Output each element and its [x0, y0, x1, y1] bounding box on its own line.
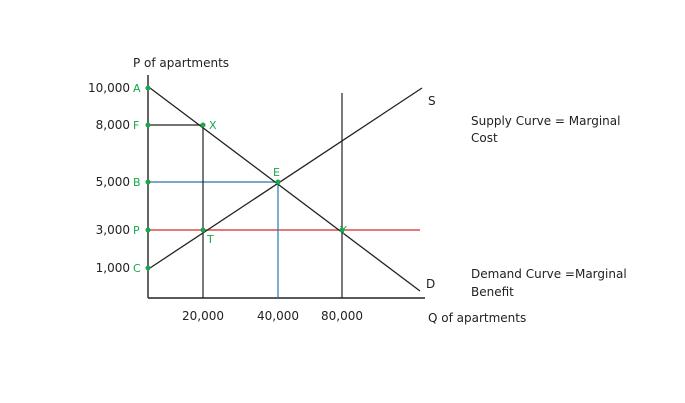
- x-tick-label-2: 80,000: [321, 309, 363, 323]
- y-tick-label-4: 1,000: [96, 261, 130, 275]
- axis-point-label-B: B: [133, 176, 141, 189]
- point-label-E: E: [273, 166, 280, 179]
- supply-annotation-line1: Supply Curve = Marginal: [471, 114, 620, 128]
- point-E: [275, 179, 281, 185]
- chart-marks: S D 10,000 A 8,000 F 5,000 B 3,000 P 1,000 C 20,000 4…: [88, 81, 436, 323]
- demand-annotation-line1: Demand Curve =Marginal: [471, 267, 627, 281]
- axis-point-A: [145, 85, 151, 91]
- axis-point-label-A: A: [133, 82, 141, 95]
- x-tick-label-0: 20,000: [182, 309, 224, 323]
- y-tick-label-2: 5,000: [96, 175, 130, 189]
- y-tick-label-0: 10,000: [88, 81, 130, 95]
- x-tick-label-1: 40,000: [257, 309, 299, 323]
- axis-point-label-F: F: [133, 119, 139, 132]
- axis-point-P: [145, 227, 151, 233]
- y-axis-label: P of apartments: [133, 56, 229, 70]
- axis-point-C: [145, 265, 151, 271]
- y-tick-label-1: 8,000: [96, 118, 130, 132]
- point-X: [200, 122, 206, 128]
- series-line-D: [149, 87, 421, 292]
- series-label-D: D: [426, 277, 435, 291]
- point-label-X: X: [209, 119, 217, 132]
- series-line-S: [149, 87, 423, 269]
- demand-annotation-line2: Benefit: [471, 285, 514, 299]
- point-T: [200, 227, 206, 233]
- point-label-T: T: [206, 233, 214, 246]
- supply-annotation-line2: Cost: [471, 131, 498, 145]
- point-Y: [339, 227, 345, 233]
- axis-point-label-C: C: [133, 262, 141, 275]
- point-label-Y: Y: [339, 224, 347, 237]
- series-label-S: S: [428, 94, 436, 108]
- axis-point-F: [145, 122, 151, 128]
- x-axis-label: Q of apartments: [428, 311, 526, 325]
- y-tick-label-3: 3,000: [96, 223, 130, 237]
- axis-point-label-P: P: [133, 224, 140, 237]
- axis-point-B: [145, 179, 151, 185]
